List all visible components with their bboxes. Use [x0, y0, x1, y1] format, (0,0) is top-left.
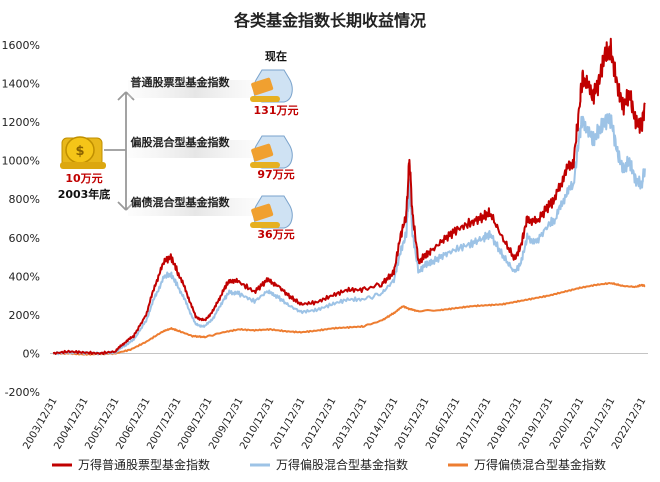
arrow1-value: 131万元 — [254, 104, 299, 117]
annotation-block: $ 10万元 2003年底 普通股票型基金指数 — [58, 49, 299, 241]
y-tick-label: -200% — [5, 386, 40, 399]
arrow3-label: 偏债混合型基金指数 — [131, 195, 231, 209]
arrow2-value: 97万元 — [257, 168, 294, 181]
series-layer — [52, 37, 646, 356]
arrow2-label: 偏股混合型基金指数 — [131, 135, 231, 149]
start-date: 2003年底 — [58, 187, 111, 201]
start-amount: 10万元 — [65, 172, 102, 185]
x-axis: 2003/12/312004/12/312005/12/312006/12/31… — [21, 396, 648, 451]
y-tick-label: 1600% — [2, 39, 40, 52]
y-tick-label: 1400% — [2, 78, 40, 91]
y-tick-label: 0% — [23, 347, 40, 360]
series-line-2 — [52, 282, 646, 356]
arrow1-label: 普通股票型基金指数 — [131, 75, 231, 89]
y-tick-label: 800% — [9, 193, 40, 206]
arrow3-value: 36万元 — [257, 228, 294, 241]
money-bag-icon — [250, 69, 293, 103]
now-label: 现在 — [265, 49, 287, 63]
y-tick-label: 400% — [9, 270, 40, 283]
series-line-0 — [52, 37, 646, 356]
coin-stack-icon: $ — [60, 136, 106, 169]
legend-label: 万得偏债混合型基金指数 — [474, 457, 606, 472]
x-tick-label: 2022/12/31 — [610, 396, 648, 451]
y-axis: -200% 0% 200% 400% 600% 800% 1000% 1200% 1400% 16… — [2, 39, 648, 399]
y-tick-label: 200% — [9, 309, 40, 322]
legend-item: 万得偏债混合型基金指数 — [448, 457, 606, 472]
legend-label: 万得偏股混合型基金指数 — [276, 457, 408, 472]
money-bag-icon — [250, 135, 293, 169]
legend: 万得普通股票型基金指数 万得偏股混合型基金指数 万得偏债混合型基金指数 — [52, 457, 606, 472]
y-tick-label: 600% — [9, 232, 40, 245]
series-line-1 — [52, 112, 646, 356]
y-tick-label: 1000% — [2, 155, 40, 168]
chart-title: 各类基金指数长期收益情况 — [233, 11, 426, 30]
money-bag-icon — [250, 195, 293, 229]
svg-text:$: $ — [75, 144, 84, 159]
legend-item: 万得偏股混合型基金指数 — [250, 457, 408, 472]
y-tick-label: 1200% — [2, 116, 40, 129]
legend-label: 万得普通股票型基金指数 — [78, 457, 210, 472]
legend-item: 万得普通股票型基金指数 — [52, 457, 210, 472]
